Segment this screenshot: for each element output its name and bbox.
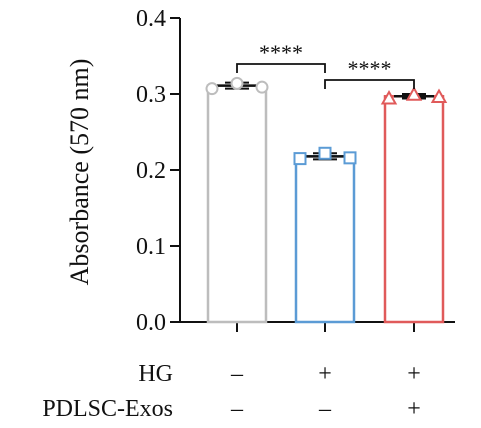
y-tick-label: 0.2 xyxy=(136,158,166,184)
bar xyxy=(383,95,445,324)
significance-brackets: **** **** xyxy=(236,40,415,89)
significance-bracket xyxy=(324,79,415,89)
data-point xyxy=(293,152,307,166)
group-row-label: HG xyxy=(138,361,173,387)
group-row-value: + xyxy=(407,396,421,422)
significance-bracket xyxy=(236,63,326,73)
data-point xyxy=(205,82,219,96)
y-axis: 0.0 0.1 0.2 0.3 0.4 xyxy=(136,6,181,336)
group-row-value: – xyxy=(318,396,332,422)
y-tick-label: 0.1 xyxy=(136,234,166,260)
group-row-value: + xyxy=(318,361,332,387)
data-point xyxy=(430,88,448,104)
group-row-value: + xyxy=(407,361,421,387)
group-row-label: PDLSC-Exos xyxy=(42,396,173,422)
data-point xyxy=(255,80,269,94)
significance-label: **** xyxy=(259,40,303,65)
bar xyxy=(206,84,268,324)
x-axis xyxy=(180,321,455,332)
significance-label: **** xyxy=(348,56,392,81)
data-point xyxy=(405,86,423,101)
bars xyxy=(205,76,448,324)
data-point xyxy=(343,151,357,165)
data-point xyxy=(230,76,244,90)
y-tick-label: 0.4 xyxy=(136,6,166,32)
bar xyxy=(294,155,356,324)
y-axis-label: Absorbance (570 nm) xyxy=(65,59,94,286)
y-tick-label: 0.3 xyxy=(136,82,166,108)
data-point xyxy=(318,146,332,160)
group-row-value: – xyxy=(230,361,244,387)
group-row-value: – xyxy=(230,396,244,422)
y-tick-label: 0.0 xyxy=(136,310,166,336)
data-point xyxy=(380,90,398,105)
group-table: HG – + + PDLSC-Exos – – + xyxy=(42,361,420,422)
